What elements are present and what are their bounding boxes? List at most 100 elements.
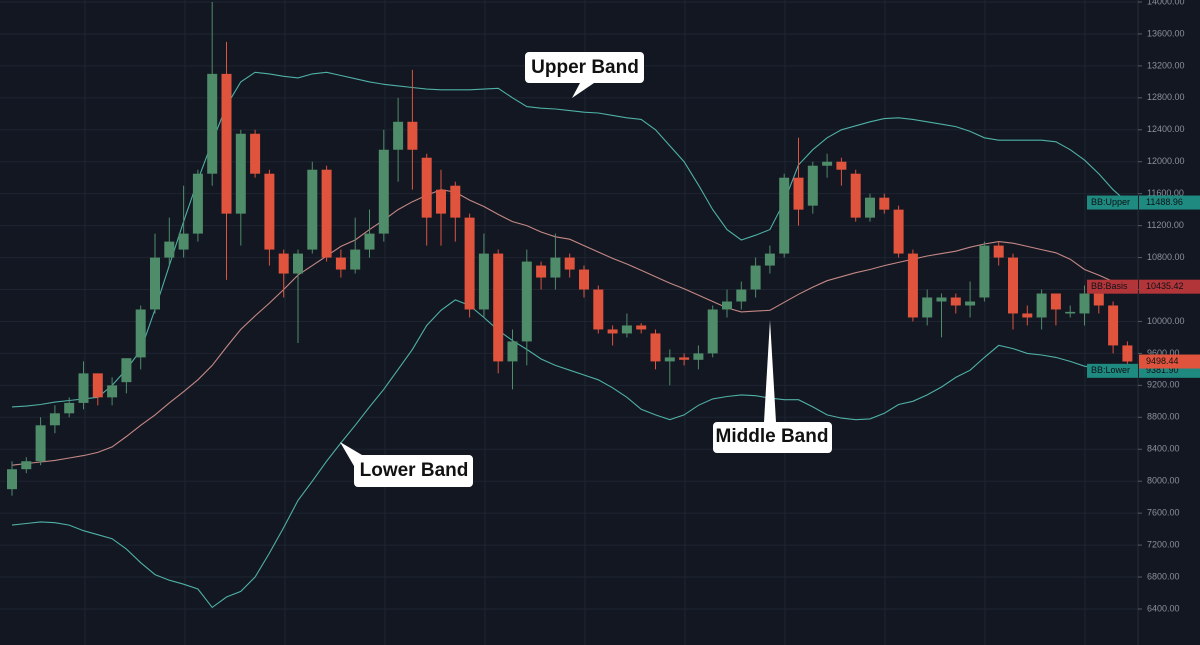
candle-body <box>92 373 103 398</box>
candle-body <box>378 149 389 234</box>
candle-body <box>636 325 647 330</box>
y-tick-label: 7600.00 <box>1147 508 1180 518</box>
candle-body <box>879 197 890 210</box>
y-tick-label: 12000.00 <box>1147 156 1185 166</box>
candle-body <box>293 253 303 274</box>
candle-body <box>192 173 203 234</box>
candle-body <box>207 73 218 174</box>
candle-body <box>1122 345 1133 362</box>
candle-body <box>1065 311 1076 314</box>
candle-body <box>922 297 933 318</box>
tag-value-bg <box>1139 195 1200 210</box>
candle-body <box>893 209 904 254</box>
y-tick-label: 11600.00 <box>1147 188 1184 198</box>
candle-body <box>335 257 346 270</box>
callout-box <box>525 52 644 98</box>
candle-body <box>364 233 375 250</box>
candle-body <box>493 253 504 362</box>
candle-body <box>7 469 17 490</box>
candle-body <box>965 301 976 306</box>
y-tick-label: 7200.00 <box>1147 539 1180 549</box>
candle-body <box>1079 293 1090 314</box>
annotation: Middle Band <box>716 426 829 447</box>
candle-body <box>121 358 132 383</box>
tag-name: BB:Lower <box>1091 365 1130 375</box>
y-tick-label: 11200.00 <box>1147 220 1184 230</box>
candle-body <box>49 413 60 426</box>
candle-body <box>436 189 446 214</box>
y-tick-label: 10800.00 <box>1147 252 1185 262</box>
candle-body <box>664 357 675 362</box>
band-line <box>11 189 1128 466</box>
candle-body <box>150 257 160 310</box>
callout-box <box>340 442 473 487</box>
candle-body <box>950 297 961 306</box>
candle-body <box>507 341 518 362</box>
tag-name: BB:Upper <box>1091 197 1130 207</box>
candle-body <box>836 161 847 170</box>
y-tick-label: 8400.00 <box>1147 444 1180 454</box>
candle-body <box>907 253 918 318</box>
candle-body <box>1008 257 1018 314</box>
callout-box <box>713 320 832 453</box>
tag-value: 9498.44 <box>1146 356 1179 366</box>
candle-body <box>593 289 604 330</box>
candle-body <box>979 245 990 298</box>
y-tick-label: 9200.00 <box>1147 380 1180 390</box>
candle-body <box>64 402 75 414</box>
y-tick-label: 13200.00 <box>1147 60 1185 70</box>
candle-body <box>278 253 289 274</box>
candle-body <box>850 173 861 218</box>
candle-body <box>750 265 761 290</box>
y-tick-label: 6800.00 <box>1147 571 1180 581</box>
candle-body <box>521 261 532 342</box>
candle-body <box>350 249 361 270</box>
candle-body <box>707 309 718 354</box>
candle-body <box>21 461 32 470</box>
candle-body <box>178 233 189 250</box>
tag-value: 9381.90 <box>1146 365 1179 375</box>
y-tick-label: 14000.00 <box>1147 0 1185 6</box>
y-tick-label: 10000.00 <box>1147 316 1185 326</box>
candle-body <box>679 357 690 360</box>
candle-body <box>564 257 575 270</box>
y-tick-label: 6400.00 <box>1147 603 1180 613</box>
candle-body <box>407 121 418 150</box>
candle-body <box>107 385 118 398</box>
tag-name-bg <box>1087 363 1138 378</box>
candle-body <box>779 177 790 254</box>
tag-value-bg <box>1139 354 1200 369</box>
candle-body <box>478 253 489 310</box>
candle-body <box>865 197 875 218</box>
candle-body <box>822 161 833 166</box>
y-tick-label: 8800.00 <box>1147 412 1180 422</box>
candle-body <box>78 373 89 403</box>
candle-body <box>993 245 1004 258</box>
annotation: Lower Band <box>360 460 469 481</box>
candle-body <box>1093 293 1104 306</box>
plot <box>0 1 1138 610</box>
candle-body <box>650 333 661 362</box>
candle-body <box>1050 293 1061 310</box>
candle-body <box>1036 293 1047 318</box>
candle-body <box>693 353 704 360</box>
candle-body <box>264 173 275 250</box>
tag-name: BB:Basis <box>1091 281 1128 291</box>
candle-body <box>807 165 818 206</box>
tag-value: 11488.96 <box>1146 197 1183 207</box>
candle-body <box>235 133 246 214</box>
y-tick-label: 13600.00 <box>1147 28 1185 38</box>
candle-body <box>536 265 547 278</box>
candle-body <box>135 309 146 358</box>
candle-body <box>164 241 175 258</box>
candle-body <box>421 157 432 218</box>
tag-value: 10435.42 <box>1146 281 1184 291</box>
candle-body <box>550 257 561 278</box>
candle-body <box>1022 313 1033 318</box>
candle-body <box>393 121 404 150</box>
candle-body <box>607 329 618 334</box>
y-tick-label: 12400.00 <box>1147 124 1185 134</box>
y-tick-label: 9600.00 <box>1147 348 1180 358</box>
